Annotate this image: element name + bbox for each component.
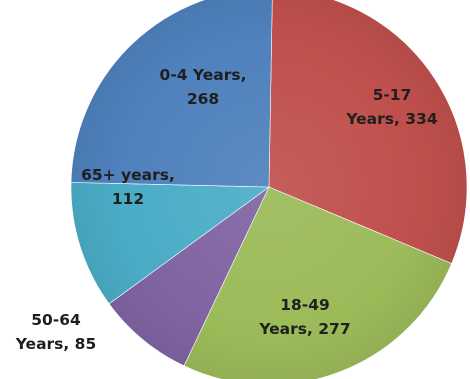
data-label-line: 5-17: [373, 86, 412, 104]
data-label-line: 112: [112, 190, 144, 208]
data-label-line: Years, 334: [345, 110, 437, 128]
data-label-line: 0-4 Years,: [160, 66, 247, 84]
pie-slice-65plus-years: [70, 182, 270, 305]
data-label-0-4-years: 0-4 Years, 268: [160, 66, 247, 108]
data-label-50-64-years: 50-64 Years, 85: [15, 311, 97, 353]
data-label-line: 65+ years,: [81, 166, 175, 184]
data-label-line: 18-49: [280, 296, 330, 314]
data-label-65plus-years: 65+ years, 112: [81, 166, 175, 208]
data-label-5-17-years: 5-17 Years, 334: [345, 86, 437, 128]
data-label-line: Years, 85: [15, 335, 97, 353]
pie-slice-0-4-years: [70, 0, 273, 188]
pie-data-labels: 5-17 Years, 334 18-49 Years, 277 50-64 Years,…: [15, 66, 438, 353]
pie-slice-50-64-years: [108, 186, 270, 367]
pie-slices: [70, 0, 468, 379]
data-label-18-49-years: 18-49 Years, 277: [258, 296, 350, 338]
pie-slice-5-17-years: [268, 0, 468, 264]
data-label-line: 50-64: [31, 311, 81, 329]
data-label-line: Years, 277: [258, 320, 350, 338]
data-label-line: 268: [187, 90, 219, 108]
